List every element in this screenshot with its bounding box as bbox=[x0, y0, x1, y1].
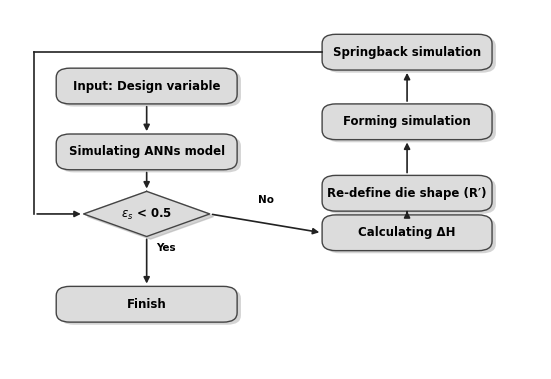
FancyBboxPatch shape bbox=[322, 175, 492, 211]
FancyBboxPatch shape bbox=[322, 34, 492, 70]
FancyBboxPatch shape bbox=[322, 215, 492, 251]
Text: No: No bbox=[258, 194, 274, 205]
Text: Forming simulation: Forming simulation bbox=[343, 115, 471, 128]
Polygon shape bbox=[88, 194, 214, 239]
FancyBboxPatch shape bbox=[322, 104, 492, 139]
Text: $\varepsilon_s$ < 0.5: $\varepsilon_s$ < 0.5 bbox=[121, 207, 172, 221]
FancyBboxPatch shape bbox=[56, 287, 237, 322]
Text: Input: Design variable: Input: Design variable bbox=[73, 80, 220, 92]
Polygon shape bbox=[84, 191, 210, 236]
FancyBboxPatch shape bbox=[60, 137, 241, 172]
Text: Calculating ΔH: Calculating ΔH bbox=[358, 226, 456, 239]
Text: Simulating ANNs model: Simulating ANNs model bbox=[69, 146, 225, 158]
FancyBboxPatch shape bbox=[56, 134, 237, 170]
Text: Finish: Finish bbox=[127, 298, 166, 311]
FancyBboxPatch shape bbox=[60, 71, 241, 106]
Text: Re-define die shape (R′): Re-define die shape (R′) bbox=[327, 187, 487, 200]
Text: Springback simulation: Springback simulation bbox=[333, 46, 481, 59]
FancyBboxPatch shape bbox=[326, 218, 496, 253]
FancyBboxPatch shape bbox=[326, 37, 496, 73]
Text: Yes: Yes bbox=[156, 243, 176, 253]
FancyBboxPatch shape bbox=[326, 178, 496, 214]
FancyBboxPatch shape bbox=[60, 289, 241, 325]
FancyBboxPatch shape bbox=[56, 68, 237, 104]
FancyBboxPatch shape bbox=[326, 106, 496, 142]
